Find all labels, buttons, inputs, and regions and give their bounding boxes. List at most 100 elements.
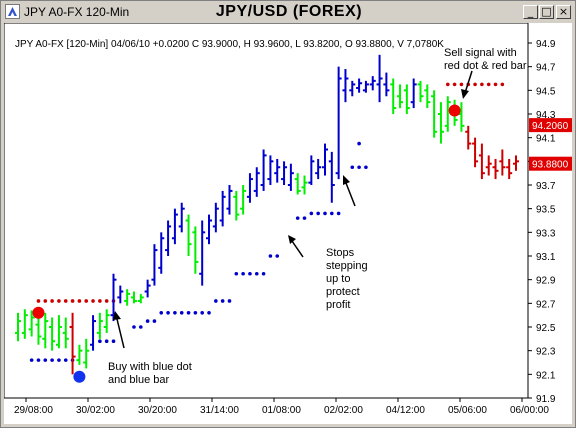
price-bar[interactable] (506, 158, 513, 180)
price-bar[interactable] (287, 163, 294, 191)
stops-arrow-2-head (343, 175, 350, 185)
y-tick-label: 94.3 (536, 110, 556, 121)
price-bar[interactable] (240, 185, 247, 215)
price-bar[interactable] (260, 149, 267, 191)
price-bar[interactable] (356, 78, 363, 93)
chart-title: JPY/USD (FOREX) (215, 3, 363, 20)
price-bar[interactable] (458, 102, 465, 132)
stop-dot-blue (104, 339, 109, 344)
price-bar[interactable] (342, 69, 349, 103)
price-bar[interactable] (226, 185, 233, 215)
price-bar[interactable] (315, 158, 322, 180)
price-bar[interactable] (83, 338, 90, 369)
price-bar[interactable] (62, 317, 69, 349)
price-bar[interactable] (233, 190, 240, 221)
price-bar[interactable] (499, 149, 506, 176)
price-bar[interactable] (294, 173, 301, 195)
price-bar[interactable] (96, 312, 103, 339)
app-logo-icon (8, 7, 17, 16)
red-signal-dot (448, 104, 461, 117)
price-bar[interactable] (178, 202, 185, 233)
price-bar[interactable] (321, 143, 328, 176)
price-bar[interactable] (267, 155, 274, 185)
price-bar[interactable] (513, 155, 519, 171)
price-bar[interactable] (212, 202, 219, 233)
price-bar[interactable] (390, 78, 397, 115)
price-bar[interactable] (253, 167, 260, 197)
price-bar[interactable] (165, 220, 172, 257)
price-bar[interactable] (171, 208, 178, 245)
price-bar[interactable] (55, 315, 62, 349)
price-bar[interactable] (485, 155, 492, 176)
y-tick-label: 93.5 (536, 205, 556, 216)
price-bar[interactable] (397, 84, 404, 109)
price-bar[interactable] (192, 226, 199, 274)
price-bar[interactable] (42, 312, 49, 349)
price-bar[interactable] (185, 214, 192, 256)
x-tick-label: 06/00:00 (510, 405, 549, 416)
price-bar[interactable] (472, 137, 479, 168)
price-bar[interactable] (328, 151, 335, 203)
app-icon[interactable] (5, 4, 20, 19)
stop-dot-red (445, 82, 450, 87)
x-tick-label: 31/14:00 (200, 405, 239, 416)
price-bar[interactable] (308, 155, 315, 185)
close-button[interactable]: × (556, 5, 571, 19)
price-bar[interactable] (417, 80, 424, 103)
price-bar[interactable] (403, 84, 410, 114)
price-bar[interactable] (246, 173, 253, 203)
price-bar[interactable] (335, 66, 342, 180)
price-bar[interactable] (21, 309, 28, 339)
minimize-button[interactable]: _ (523, 5, 538, 19)
price-bar[interactable] (444, 96, 451, 132)
price-bar[interactable] (117, 285, 124, 304)
price-bar[interactable] (90, 315, 97, 351)
price-bar[interactable] (410, 78, 417, 109)
price-bar[interactable] (28, 310, 35, 337)
price-bar[interactable] (349, 80, 356, 97)
price-bar[interactable] (49, 317, 56, 351)
price-bar[interactable] (383, 72, 390, 97)
price-bar[interactable] (103, 309, 110, 333)
price-bar[interactable] (110, 273, 117, 322)
chart-area[interactable]: 94.994.794.594.394.193.993.793.593.393.1… (4, 23, 572, 424)
x-tick-label: 02/02:00 (324, 405, 363, 416)
price-bar[interactable] (15, 312, 21, 342)
stop-dot-red (459, 82, 464, 87)
stop-dot-blue (220, 299, 225, 303)
price-bar[interactable] (124, 289, 131, 306)
price-bar[interactable] (206, 214, 213, 245)
price-bar[interactable] (362, 80, 369, 93)
price-bar[interactable] (431, 90, 438, 138)
y-tick-label: 93.1 (536, 252, 556, 263)
price-bar[interactable] (437, 102, 444, 144)
price-bar[interactable] (76, 344, 83, 365)
price-bar[interactable] (274, 158, 281, 183)
price-bar[interactable] (369, 76, 376, 91)
price-bar[interactable] (478, 143, 485, 180)
price-bar[interactable] (151, 244, 158, 286)
price-chart[interactable]: 94.994.794.594.394.193.993.793.593.393.1… (4, 23, 572, 424)
y-tick-label: 93.7 (536, 181, 556, 192)
y-tick-label: 92.7 (536, 299, 556, 310)
price-bar[interactable] (219, 190, 226, 227)
price-bar[interactable] (301, 175, 308, 195)
price-bar[interactable] (465, 125, 472, 150)
price-bar[interactable] (130, 291, 137, 304)
price-bar[interactable] (492, 158, 499, 180)
red-signal-dot (32, 306, 45, 319)
price-bar[interactable] (69, 312, 76, 375)
x-tick-label: 30/20:00 (138, 405, 177, 416)
price-bar[interactable] (35, 315, 42, 345)
price-bar[interactable] (281, 161, 288, 185)
sell-annotation-line-2: red dot & red bar (444, 60, 527, 72)
title-bar[interactable]: JPY A0-FX 120-Min JPY/USD (FOREX) _ □ × (2, 2, 574, 21)
maximize-button[interactable]: □ (539, 5, 554, 19)
price-bar[interactable] (199, 220, 206, 286)
price-bar[interactable] (137, 293, 144, 304)
price-bar[interactable] (144, 279, 151, 298)
price-bar[interactable] (376, 54, 383, 103)
stop-dot-blue (200, 311, 204, 315)
price-bar[interactable] (158, 232, 165, 274)
price-bar[interactable] (424, 84, 431, 109)
